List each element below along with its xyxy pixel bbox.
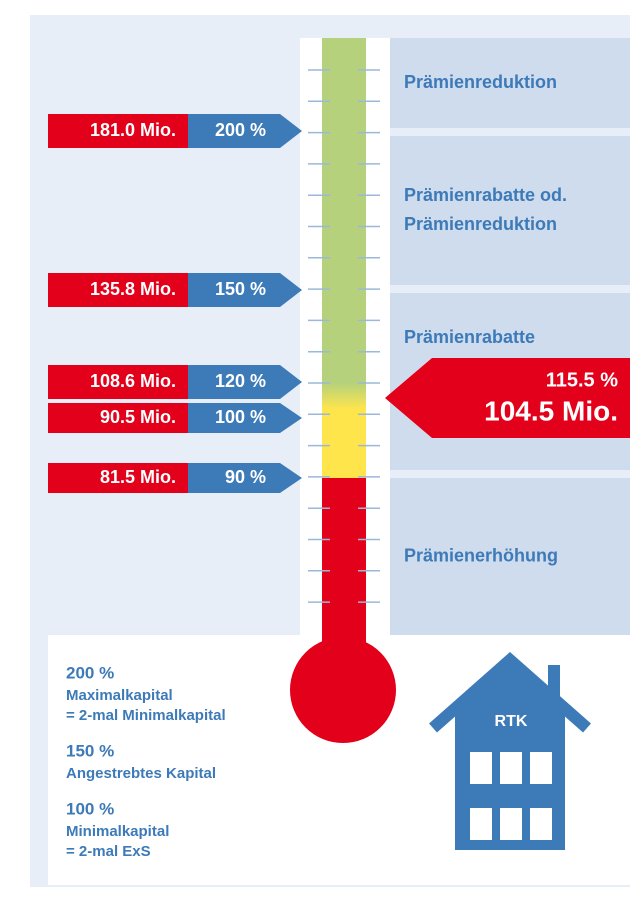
tube-upper [322, 38, 366, 480]
amount-box [48, 114, 188, 148]
amount-label: 90.5 Mio. [100, 407, 176, 427]
percent-label: 200 % [215, 120, 266, 140]
amount-label: 135.8 Mio. [90, 279, 176, 299]
legend-text: = 2-mal Minimalkapital [66, 707, 226, 724]
amount-label: 81.5 Mio. [100, 467, 176, 487]
percent-arrow [188, 365, 302, 399]
bulb [290, 637, 396, 743]
amount-box [48, 365, 188, 399]
amount-box [48, 463, 188, 493]
amount-label: 181.0 Mio. [90, 120, 176, 140]
current-percent: 115.5 % [546, 369, 619, 391]
legend-percent: 150 % [66, 741, 114, 760]
percent-label: 100 % [215, 407, 266, 427]
amount-label: 108.6 Mio. [90, 371, 176, 391]
legend-text: Angestrebtes Kapital [66, 765, 216, 782]
current-callout [385, 358, 630, 438]
legend-text: Minimalkapital [66, 823, 169, 840]
zone-label: Prämienerhöhung [404, 545, 558, 565]
zone-label: Prämienrabatte [404, 327, 535, 347]
house-label: RTK [495, 713, 528, 730]
percent-arrow [188, 273, 302, 307]
zone-label: Prämienrabatte od. [404, 185, 567, 205]
legend-text: Maximalkapital [66, 687, 173, 704]
zone-label: Prämienreduktion [404, 72, 557, 92]
percent-arrow [188, 463, 302, 493]
zone-label: Prämienreduktion [404, 214, 557, 234]
percent-label: 90 % [225, 467, 266, 487]
percent-arrow [188, 403, 302, 433]
tube-lower [322, 478, 366, 658]
amount-box [48, 273, 188, 307]
zone [390, 38, 630, 128]
house-icon [429, 651, 591, 850]
legend-text: = 2-mal ExS [66, 843, 151, 860]
zone [390, 478, 630, 635]
percent-arrow [188, 114, 302, 148]
percent-label: 120 % [215, 371, 266, 391]
legend-percent: 200 % [66, 663, 114, 682]
percent-label: 150 % [215, 279, 266, 299]
amount-box [48, 403, 188, 433]
zone [390, 136, 630, 285]
current-amount: 104.5 Mio. [484, 395, 618, 426]
legend-percent: 100 % [66, 799, 114, 818]
